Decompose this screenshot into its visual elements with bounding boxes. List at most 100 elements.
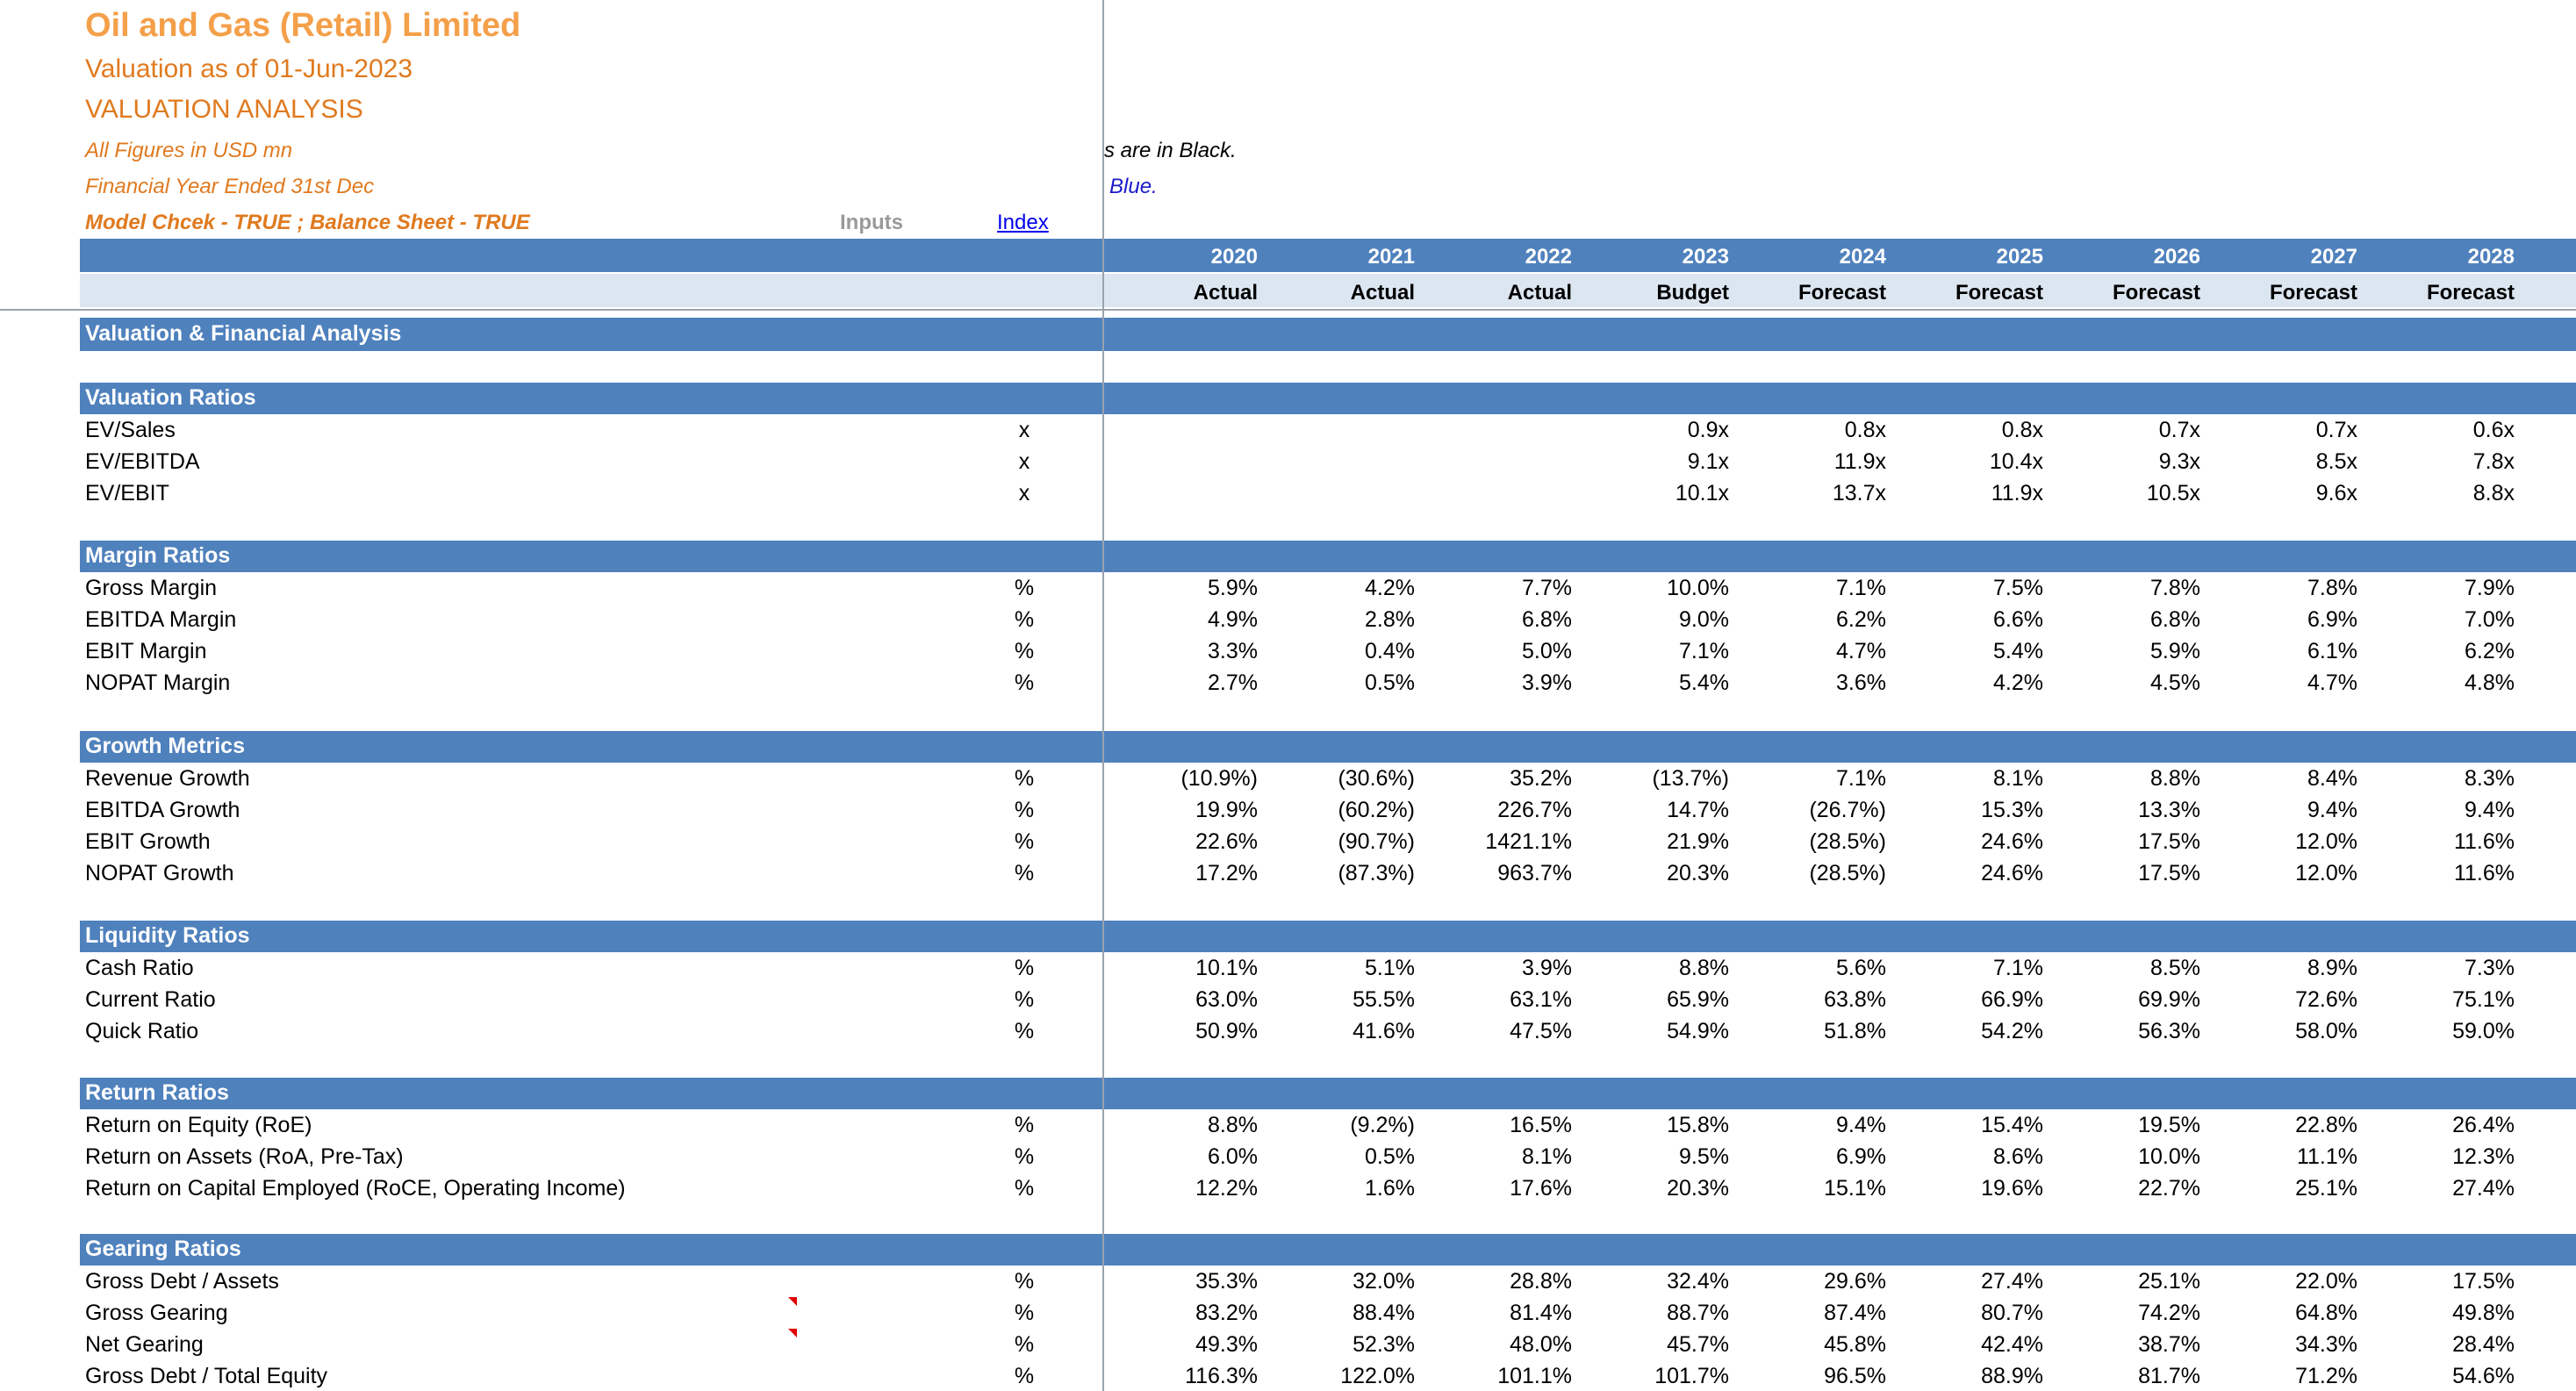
value-cell[interactable]: 6.2% [1836,607,1886,632]
value-cell[interactable]: 9.4% [2307,798,2357,822]
value-cell[interactable]: 74.2% [2138,1301,2200,1325]
value-cell[interactable]: 7.9% [2465,576,2515,600]
value-cell[interactable]: 17.6% [1510,1176,1572,1201]
value-cell[interactable]: 4.5% [2150,670,2200,695]
value-cell[interactable]: 50.9% [1195,1019,1258,1043]
value-cell[interactable]: 35.2% [1510,766,1572,791]
value-cell[interactable]: 25.1% [2295,1176,2357,1201]
value-cell[interactable]: 0.4% [1365,639,1415,663]
value-cell[interactable]: 47.5% [1510,1019,1572,1043]
value-cell[interactable]: 12.2% [1195,1176,1258,1201]
value-cell[interactable]: 9.0% [1679,607,1729,632]
value-cell[interactable]: 17.5% [2452,1269,2515,1294]
value-cell[interactable]: 22.0% [2295,1269,2357,1294]
value-cell[interactable]: 9.3x [2158,449,2200,474]
value-cell[interactable]: 88.7% [1667,1301,1729,1325]
value-cell[interactable]: 0.9x [1687,418,1729,442]
value-cell[interactable]: 81.7% [2138,1364,2200,1388]
value-cell[interactable]: (10.9%) [1180,766,1258,791]
value-cell[interactable]: 3.9% [1522,956,1572,980]
value-cell[interactable]: 88.9% [1981,1364,2043,1388]
value-cell[interactable]: 54.6% [2452,1364,2515,1388]
value-cell[interactable]: 21.9% [1667,829,1729,854]
value-cell[interactable]: 8.6% [1993,1144,2043,1169]
value-cell[interactable]: 0.5% [1365,1144,1415,1169]
value-cell[interactable]: 42.4% [1981,1332,2043,1357]
value-cell[interactable]: (60.2%) [1338,798,1415,822]
value-cell[interactable]: 8.4% [2307,766,2357,791]
value-cell[interactable]: (28.5%) [1809,861,1886,886]
value-cell[interactable]: 29.6% [1824,1269,1886,1294]
value-cell[interactable]: 4.2% [1993,670,2043,695]
value-cell[interactable]: 7.1% [1993,956,2043,980]
value-cell[interactable]: 6.9% [2307,607,2357,632]
value-cell[interactable]: 20.3% [1667,861,1729,886]
value-cell[interactable]: 3.9% [1522,670,1572,695]
value-cell[interactable]: 9.4% [1836,1113,1886,1137]
value-cell[interactable]: 7.1% [1836,576,1886,600]
value-cell[interactable]: 88.4% [1353,1301,1415,1325]
value-cell[interactable]: 17.5% [2138,861,2200,886]
value-cell[interactable]: 32.4% [1667,1269,1729,1294]
value-cell[interactable]: 8.5x [2315,449,2357,474]
value-cell[interactable]: 81.4% [1510,1301,1572,1325]
value-cell[interactable]: 0.8x [1844,418,1886,442]
value-cell[interactable]: 10.5x [2146,481,2200,505]
value-cell[interactable]: 20.3% [1667,1176,1729,1201]
value-cell[interactable]: 5.9% [1208,576,1258,600]
value-cell[interactable]: 11.9x [1991,481,2043,505]
value-cell[interactable]: 4.2% [1365,576,1415,600]
value-cell[interactable]: 8.8x [2472,481,2515,505]
value-cell[interactable]: 9.1x [1687,449,1729,474]
value-cell[interactable]: (90.7%) [1338,829,1415,854]
value-cell[interactable]: 8.1% [1522,1144,1572,1169]
value-cell[interactable]: 5.1% [1365,956,1415,980]
value-cell[interactable]: 1421.1% [1485,829,1572,854]
value-cell[interactable]: 12.3% [2452,1144,2515,1169]
value-cell[interactable]: 7.1% [1836,766,1886,791]
value-cell[interactable]: 0.7x [2158,418,2200,442]
value-cell[interactable]: 4.7% [2307,670,2357,695]
value-cell[interactable]: 3.6% [1836,670,1886,695]
value-cell[interactable]: (87.3%) [1338,861,1415,886]
value-cell[interactable]: 52.3% [1353,1332,1415,1357]
value-cell[interactable]: 63.8% [1824,987,1886,1012]
value-cell[interactable]: 963.7% [1497,861,1572,886]
value-cell[interactable]: 34.3% [2295,1332,2357,1357]
value-cell[interactable]: 0.8x [2001,418,2043,442]
value-cell[interactable]: 24.6% [1981,829,2043,854]
index-link[interactable]: Index [997,211,1049,234]
value-cell[interactable]: 58.0% [2295,1019,2357,1043]
value-cell[interactable]: 63.0% [1195,987,1258,1012]
value-cell[interactable]: 6.2% [2465,639,2515,663]
value-cell[interactable]: 17.2% [1195,861,1258,886]
value-cell[interactable]: 1.6% [1365,1176,1415,1201]
value-cell[interactable]: 10.0% [1667,576,1729,600]
value-cell[interactable]: 56.3% [2138,1019,2200,1043]
value-cell[interactable]: 65.9% [1667,987,1729,1012]
value-cell[interactable]: 59.0% [2452,1019,2515,1043]
value-cell[interactable]: 5.6% [1836,956,1886,980]
value-cell[interactable]: 54.2% [1981,1019,2043,1043]
value-cell[interactable]: (13.7%) [1652,766,1729,791]
value-cell[interactable]: 48.0% [1510,1332,1572,1357]
value-cell[interactable]: 83.2% [1195,1301,1258,1325]
value-cell[interactable]: 0.5% [1365,670,1415,695]
value-cell[interactable]: 14.7% [1667,798,1729,822]
value-cell[interactable]: 6.1% [2307,639,2357,663]
value-cell[interactable]: 6.0% [1208,1144,1258,1169]
value-cell[interactable]: 64.8% [2295,1301,2357,1325]
value-cell[interactable]: 87.4% [1824,1301,1886,1325]
value-cell[interactable]: 8.3% [2465,766,2515,791]
value-cell[interactable]: 10.1x [1675,481,1729,505]
value-cell[interactable]: 22.8% [2295,1113,2357,1137]
value-cell[interactable]: 0.7x [2315,418,2357,442]
value-cell[interactable]: 9.4% [2465,798,2515,822]
value-cell[interactable]: 41.6% [1353,1019,1415,1043]
value-cell[interactable]: 11.6% [2453,829,2515,854]
value-cell[interactable]: 54.9% [1667,1019,1729,1043]
value-cell[interactable]: 6.6% [1993,607,2043,632]
value-cell[interactable]: 13.7x [1832,481,1886,505]
value-cell[interactable]: 7.5% [1993,576,2043,600]
value-cell[interactable]: 66.9% [1981,987,2043,1012]
